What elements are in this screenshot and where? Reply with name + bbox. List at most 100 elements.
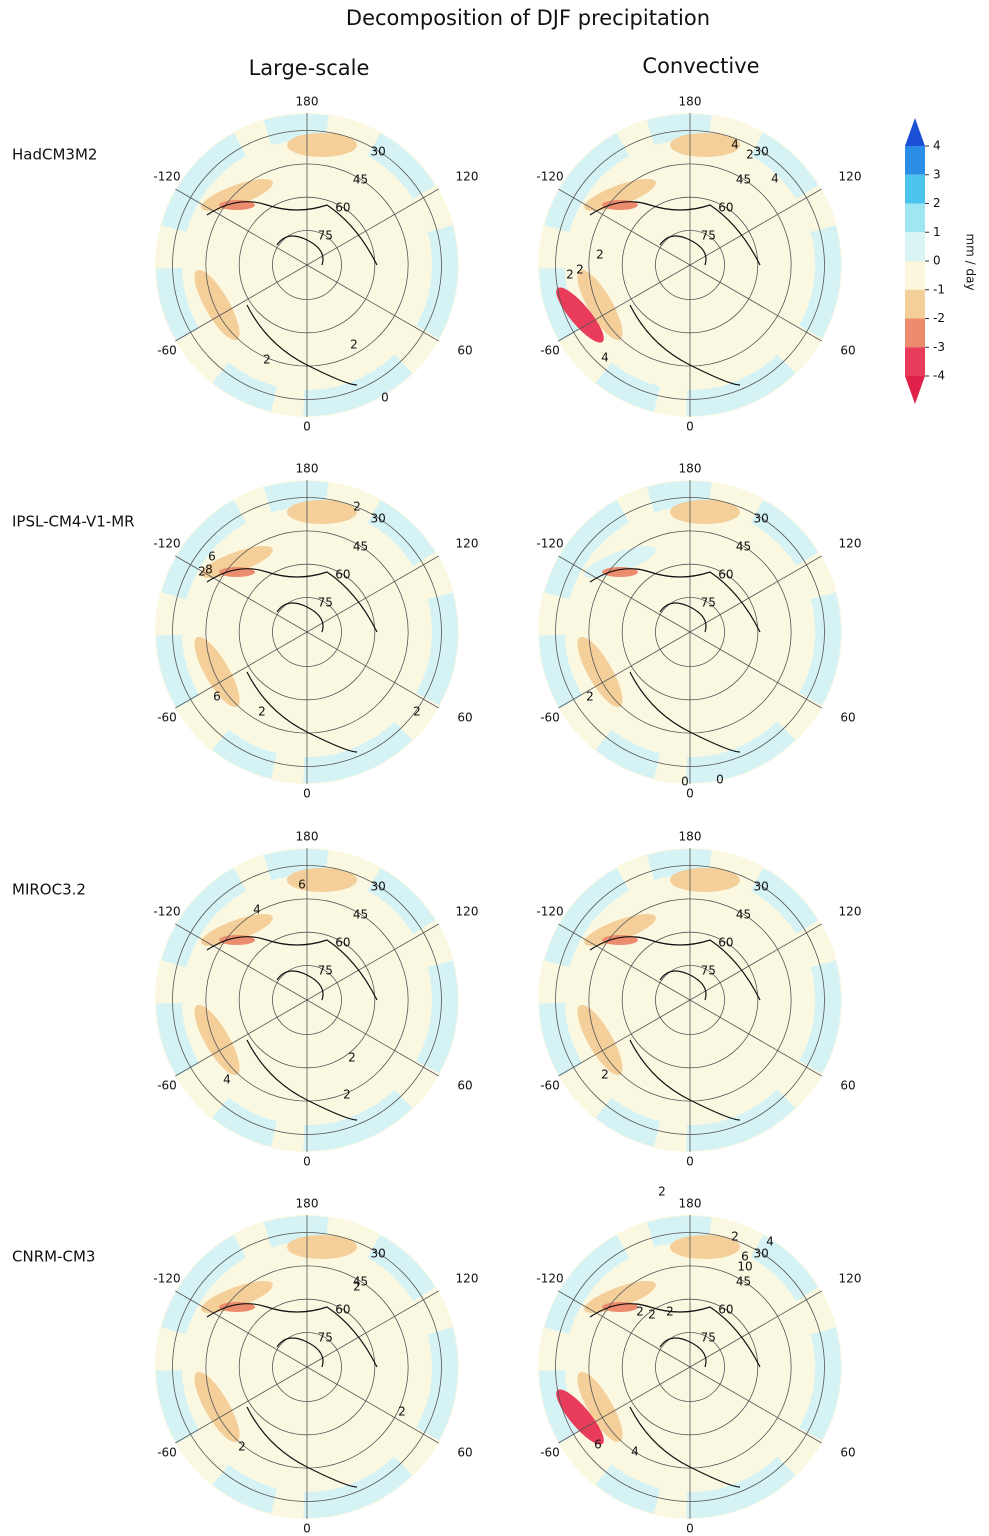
- polar-map: [155, 113, 459, 417]
- latitude-label: 60: [335, 201, 350, 215]
- colorbar-tick-label: 0: [933, 254, 941, 268]
- colorbar-block: [905, 319, 925, 348]
- contour-label: 2: [586, 690, 594, 704]
- contour-label: 6: [298, 878, 306, 892]
- latitude-label: 45: [353, 908, 368, 922]
- colorbar-tick-label: -2: [933, 311, 945, 325]
- colorbar-tick-label: -3: [933, 340, 945, 354]
- latitude-label: 60: [718, 201, 733, 215]
- colorbar-block: [905, 204, 925, 233]
- contour-label: 0: [716, 773, 724, 787]
- figure: Decomposition of DJF precipitation Large…: [0, 0, 989, 1536]
- latitude-label: 60: [718, 936, 733, 950]
- figure-title: Decomposition of DJF precipitation: [346, 6, 710, 30]
- row-label: CNRM-CM3: [12, 1248, 95, 1266]
- longitude-label: 180: [296, 462, 319, 476]
- latitude-label: 75: [701, 1331, 716, 1345]
- longitude-label: 60: [840, 711, 855, 725]
- longitude-label: -60: [540, 1079, 560, 1093]
- latitude-label: 45: [736, 908, 751, 922]
- latitude-label: 75: [318, 596, 333, 610]
- longitude-label: -60: [540, 1446, 560, 1460]
- longitude-label: -120: [153, 1272, 180, 1286]
- longitude-label: 60: [840, 344, 855, 358]
- longitude-label: 120: [839, 170, 862, 184]
- longitude-label: -60: [540, 711, 560, 725]
- longitude-label: -60: [157, 1446, 177, 1460]
- latitude-label: 45: [736, 1275, 751, 1289]
- contour-label: 6: [208, 550, 216, 564]
- polar-map: [538, 848, 842, 1152]
- contour-label: 0: [681, 775, 689, 789]
- contour-label: 4: [601, 351, 609, 365]
- colorbar-tick-label: 4: [933, 139, 941, 153]
- longitude-label: 0: [303, 420, 311, 434]
- colorbar-tick-label: -1: [933, 282, 945, 296]
- latitude-label: 75: [701, 596, 716, 610]
- contour-label: 4: [766, 1235, 774, 1249]
- longitude-label: 0: [686, 1522, 694, 1536]
- contour-label: 2: [601, 1068, 609, 1082]
- longitude-label: 60: [840, 1446, 855, 1460]
- latitude-label: 45: [736, 540, 751, 554]
- contour-label: 2: [353, 1280, 361, 1294]
- longitude-label: 60: [457, 344, 472, 358]
- polar-map: [538, 1215, 842, 1519]
- contour-label: 10: [737, 1260, 752, 1274]
- contour-label: 6: [594, 1438, 602, 1452]
- latitude-label: 45: [736, 173, 751, 187]
- polar-map: [155, 480, 459, 784]
- latitude-label: 60: [718, 1303, 733, 1317]
- contour-label: 6: [213, 690, 221, 704]
- contour-label: 2: [198, 565, 206, 579]
- contour-label: 2: [746, 148, 754, 162]
- row-label: IPSL-CM4-V1-MR: [12, 513, 135, 531]
- polar-map: [155, 848, 459, 1152]
- longitude-label: 120: [456, 1272, 479, 1286]
- latitude-label: 30: [371, 1247, 386, 1261]
- colorbar-block: [905, 175, 925, 204]
- contour-label: 2: [731, 1230, 739, 1244]
- contour-label: 2: [258, 705, 266, 719]
- contour-label: 2: [666, 1305, 674, 1319]
- colorbar-tick-label: 3: [933, 167, 941, 181]
- latitude-label: 75: [318, 229, 333, 243]
- longitude-label: 180: [296, 830, 319, 844]
- contour-label: 4: [253, 903, 261, 917]
- contour-label: 8: [205, 563, 213, 577]
- contour-label: 2: [648, 1308, 656, 1322]
- colorbar-block: [905, 347, 925, 376]
- longitude-label: 0: [686, 1155, 694, 1169]
- colorbar-under: [905, 376, 925, 404]
- longitude-label: 120: [839, 1272, 862, 1286]
- row-label: MIROC3.2: [12, 881, 86, 899]
- colorbar-block: [905, 290, 925, 319]
- column-header: Convective: [642, 54, 759, 78]
- longitude-label: 120: [456, 170, 479, 184]
- colorbar-block: [905, 232, 925, 261]
- contour-label: 4: [223, 1073, 231, 1087]
- longitude-label: -60: [540, 344, 560, 358]
- colorbar-tick-label: -4: [933, 369, 945, 383]
- colorbar-tick-label: 2: [933, 196, 941, 210]
- contour-label: 0: [381, 391, 389, 405]
- column-header: Large-scale: [249, 56, 370, 80]
- contour-label: 2: [263, 353, 271, 367]
- longitude-label: 180: [679, 830, 702, 844]
- longitude-label: -120: [153, 905, 180, 919]
- latitude-label: 30: [754, 512, 769, 526]
- latitude-label: 75: [318, 1331, 333, 1345]
- longitude-label: 0: [303, 1155, 311, 1169]
- longitude-label: 120: [456, 905, 479, 919]
- latitude-label: 30: [371, 512, 386, 526]
- latitude-label: 75: [701, 229, 716, 243]
- longitude-label: 180: [679, 462, 702, 476]
- colorbar-tick-label: 1: [933, 225, 941, 239]
- longitude-label: -120: [536, 537, 563, 551]
- colorbar-block: [905, 146, 925, 175]
- latitude-label: 30: [754, 1247, 769, 1261]
- longitude-label: 0: [686, 787, 694, 801]
- contour-label: 2: [566, 268, 574, 282]
- longitude-label: 120: [839, 537, 862, 551]
- longitude-label: 60: [457, 1079, 472, 1093]
